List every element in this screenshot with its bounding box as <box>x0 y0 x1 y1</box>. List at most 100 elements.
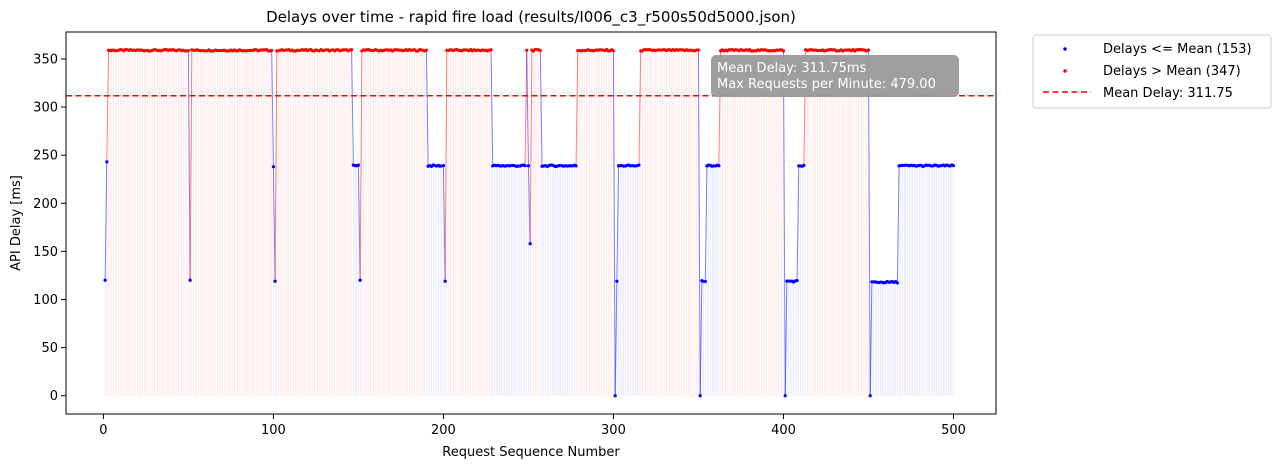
x-tick-label-300: 300 <box>601 423 626 438</box>
data-point-190 <box>424 48 429 52</box>
data-point-150 <box>356 163 361 167</box>
data-point-278 <box>574 164 578 168</box>
legend-label-mean-line: Mean Delay: 311.75 <box>1103 86 1233 101</box>
connector-segment-51 <box>189 49 193 281</box>
data-point-250 <box>526 164 531 168</box>
data-point-228 <box>489 48 493 52</box>
connector-segment-467 <box>896 165 900 283</box>
x-axis-ticks: 0 100 200 300 400 500 <box>99 414 966 438</box>
data-point-100 <box>271 165 276 169</box>
legend-swatch-below-mean <box>1063 47 1067 51</box>
chart-title: Delays over time - rapid fire load (resu… <box>266 8 796 27</box>
data-point-146 <box>350 48 354 52</box>
connector-segment-2 <box>106 50 110 162</box>
x-tick-label-0: 0 <box>99 423 107 438</box>
data-point-1 <box>103 278 107 282</box>
y-tick-label-200: 200 <box>33 197 58 212</box>
drop-lines <box>104 49 954 396</box>
connector-segment-1 <box>104 161 108 281</box>
legend-swatch-above-mean <box>1063 69 1067 73</box>
connector-segment-451 <box>869 281 873 396</box>
legend: Delays <= Mean (153) Delays > Mean (347)… <box>1032 34 1272 109</box>
connector-segment-251 <box>529 50 533 244</box>
x-tick-label-500: 500 <box>941 423 966 438</box>
data-point-249 <box>525 48 529 52</box>
data-point-408 <box>795 279 799 283</box>
annotation-background <box>711 55 959 97</box>
y-tick-label-250: 250 <box>33 149 58 164</box>
data-point-2 <box>105 160 109 164</box>
connector-segment-400 <box>782 50 786 396</box>
data-point-451 <box>868 394 872 398</box>
x-axis-title: Request Sequence Number <box>442 445 620 460</box>
data-point-315 <box>637 163 641 167</box>
connector-segment-350 <box>697 50 701 396</box>
connector-segment-151 <box>359 50 363 281</box>
data-point-412 <box>802 163 806 167</box>
data-point-362 <box>717 164 721 168</box>
connector-segment-301 <box>614 281 618 396</box>
x-tick-label-400: 400 <box>771 423 796 438</box>
annotation-max-requests: Max Requests per Minute: 479.00 <box>717 77 936 92</box>
connector-segment-315 <box>638 50 642 166</box>
data-point-151 <box>358 278 362 282</box>
data-point-400 <box>781 49 786 53</box>
data-point-467 <box>895 281 899 285</box>
data-point-302 <box>615 279 619 283</box>
y-tick-label-150: 150 <box>33 245 58 260</box>
data-point-257 <box>538 48 542 53</box>
connector-segment-101 <box>274 50 278 282</box>
x-tick-label-200: 200 <box>431 423 456 438</box>
data-point-301 <box>613 394 617 398</box>
connector-segment-99 <box>271 50 274 167</box>
connector-segment-248 <box>524 50 528 166</box>
connector-segment-408 <box>796 165 800 281</box>
y-tick-label-300: 300 <box>33 101 58 116</box>
annotation-mean-delay: Mean Delay: 311.75ms <box>717 61 867 76</box>
data-point-201 <box>443 279 447 283</box>
plot-frame <box>65 31 997 415</box>
annotation-box: Mean Delay: 311.75ms Max Requests per Mi… <box>711 55 959 97</box>
data-point-251 <box>528 242 532 246</box>
connector-segment-201 <box>444 50 448 282</box>
connector-lines <box>104 49 954 396</box>
connector-segment-278 <box>575 50 579 166</box>
y-tick-label-100: 100 <box>33 293 58 308</box>
legend-frame <box>1032 34 1272 109</box>
data-point-500 <box>951 163 956 168</box>
data-point-350 <box>696 48 701 52</box>
data-point-50 <box>186 48 191 53</box>
data-point-248 <box>523 164 527 168</box>
data-point-101 <box>273 279 277 283</box>
connector-segment-228 <box>490 49 494 166</box>
connector-segment-50 <box>187 50 191 281</box>
data-point-450 <box>866 48 871 52</box>
connector-segment-302 <box>616 165 620 282</box>
legend-label-above-mean: Delays > Mean (347) <box>1103 64 1241 79</box>
y-tick-label-50: 50 <box>41 341 58 356</box>
connector-segment-354 <box>704 165 708 282</box>
data-point-351 <box>698 394 702 398</box>
connector-segment-146 <box>351 49 354 166</box>
connector-segment-450 <box>867 49 871 396</box>
y-tick-label-350: 350 <box>33 52 58 67</box>
connector-segment-351 <box>699 280 703 396</box>
data-point-300 <box>611 49 616 53</box>
data-points <box>103 47 956 398</box>
data-point-401 <box>783 394 787 398</box>
data-point-99 <box>270 48 274 52</box>
connector-segment-257 <box>539 50 543 167</box>
data-point-200 <box>441 164 446 168</box>
legend-label-below-mean: Delays <= Mean (153) <box>1103 42 1252 57</box>
x-tick-label-100: 100 <box>261 423 286 438</box>
data-point-51 <box>188 278 192 282</box>
y-tick-label-0: 0 <box>50 389 58 404</box>
y-axis-ticks: 0 50 100 150 200 250 300 350 <box>33 52 66 404</box>
data-point-354 <box>703 279 707 284</box>
connector-segment-190 <box>425 50 429 167</box>
connector-segment-249 <box>526 50 529 166</box>
connector-segment-300 <box>612 50 616 396</box>
y-axis-title: API Delay [ms] <box>9 175 24 271</box>
connector-segment-401 <box>784 281 788 396</box>
